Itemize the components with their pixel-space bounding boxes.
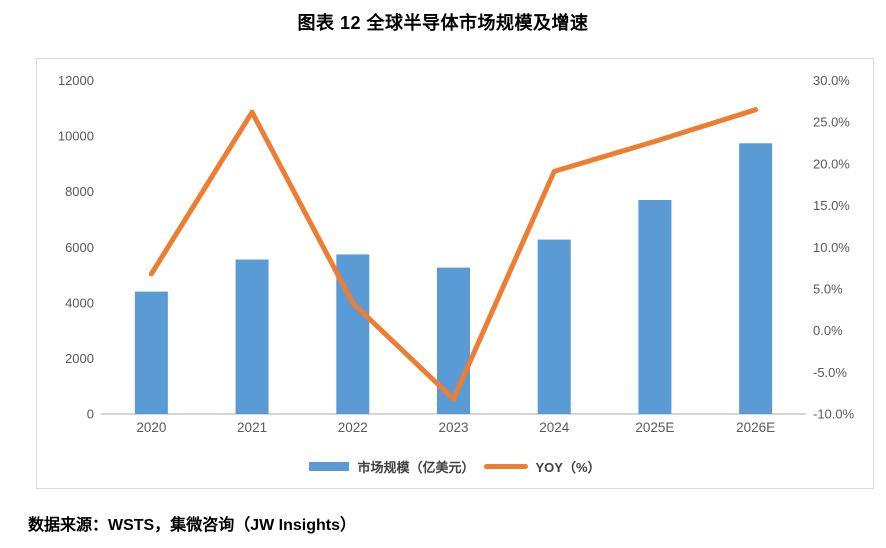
bar-2020 <box>134 291 168 414</box>
bar-2024 <box>537 239 571 414</box>
bar-2025E <box>638 200 672 414</box>
x-axis-label-2022: 2022 <box>338 420 368 435</box>
bar-2026E <box>739 143 773 414</box>
bar-2023 <box>437 267 470 414</box>
legend-bar-swatch <box>309 461 350 471</box>
x-axis-label-2024: 2024 <box>539 420 570 435</box>
source-note: 数据来源：WSTS，集微咨询（JW Insights） <box>28 517 357 534</box>
legend-line-label: YOY（%） <box>535 459 601 475</box>
x-axis-label-2021: 2021 <box>237 420 267 435</box>
right-axis-tick: 15.0% <box>813 198 850 213</box>
yoy-line <box>148 107 759 402</box>
x-axis-label-2025E: 2025E <box>635 420 674 435</box>
left-axis-tick: 10000 <box>58 129 94 144</box>
right-axis-tick: 0.0% <box>813 323 843 338</box>
right-axis-tick: 5.0% <box>813 281 843 296</box>
legend-item-market-size: 市场规模（亿美元） <box>309 457 475 476</box>
right-axis-tick: 25.0% <box>813 115 850 130</box>
x-axis-label-2020: 2020 <box>136 420 166 435</box>
legend-line-swatch <box>483 463 528 469</box>
right-axis-tick: 20.0% <box>813 156 850 171</box>
right-axis-tick: 10.0% <box>813 240 850 255</box>
right-axis-tick: 30.0% <box>813 73 850 88</box>
right-axis-tick: -10.0% <box>813 407 855 422</box>
left-axis-tick: 2000 <box>65 351 94 366</box>
combo-chart: 12000 10000 8000 6000 4000 2000 0 30.0% 25.0% 20.… <box>58 73 855 435</box>
left-axis-tick: 0 <box>87 407 94 422</box>
left-axis-tick: 4000 <box>65 295 94 310</box>
right-axis-tick: -5.0% <box>813 365 847 380</box>
bar-2021 <box>235 259 269 414</box>
chart-container: 12000 10000 8000 6000 4000 2000 0 30.0% 25.0% 20.… <box>36 58 874 489</box>
x-axis-label-2026E: 2026E <box>736 420 775 435</box>
chart-legend: 市场规模（亿美元） YOY（%） <box>37 456 873 476</box>
x-axis-label-2023: 2023 <box>438 420 468 435</box>
chart-title: 图表 12 全球半导体市场规模及增速 <box>297 13 589 33</box>
left-axis-tick: 6000 <box>65 240 94 255</box>
left-axis-tick: 12000 <box>58 73 94 88</box>
legend-item-yoy: YOY（%） <box>483 457 601 476</box>
left-axis-tick: 8000 <box>65 184 94 199</box>
legend-bar-label: 市场规模（亿美元） <box>357 459 475 475</box>
